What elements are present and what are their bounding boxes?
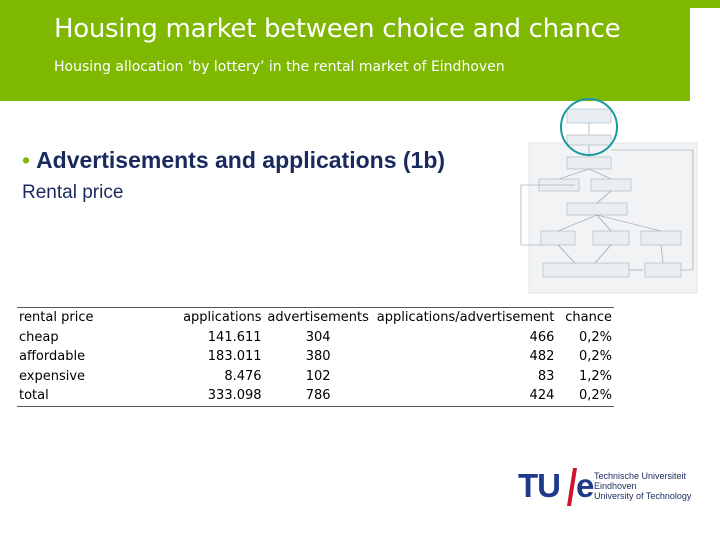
- cell-category: expensive: [19, 368, 86, 384]
- logo-line-2: Eindhoven: [594, 481, 637, 491]
- cell-chance: 1,2%: [578, 368, 612, 384]
- cell-category: total: [17, 386, 132, 407]
- cell-chance: 0,2%: [578, 329, 612, 345]
- cell-applications: 141.611: [207, 329, 262, 345]
- header-rental-price: rental price: [17, 307, 132, 328]
- cell-advertisements: 786: [263, 386, 373, 407]
- cell-chance: 0,2%: [578, 349, 612, 364]
- cell-ratio: 424: [372, 386, 557, 407]
- header-chance: chance: [556, 307, 614, 328]
- cell-applications: 183.011: [207, 349, 262, 364]
- flow-box-10: [542, 262, 630, 278]
- bullet-heading: • Advertisements and applications (1b): [22, 147, 445, 174]
- cell-category: affordable: [19, 349, 86, 364]
- logo-mark-tu: TU: [518, 467, 561, 504]
- flow-box-9: [640, 230, 682, 246]
- flow-box-1: [566, 108, 612, 124]
- table-row: total 333.098 786 424 0,2%: [17, 386, 614, 407]
- header-banner: Housing market between choice and chance…: [0, 0, 720, 101]
- flow-box-8: [592, 230, 630, 246]
- flow-box-3: [566, 156, 612, 170]
- table-row: affordable 183.011 380 482 0,2%: [17, 347, 614, 367]
- logo-mark-e: e: [576, 467, 595, 504]
- header-advertisements: advertisements: [263, 307, 373, 328]
- cell-ratio: 482: [529, 349, 555, 364]
- tue-logo: TU e Technische Universiteit Eindhoven U…: [518, 466, 698, 506]
- bullet-dot-icon: •: [22, 147, 31, 173]
- flow-box-7: [540, 230, 576, 246]
- cell-ratio: 83: [537, 368, 555, 384]
- header-applications-per-advertisement: applications/advertisement: [372, 307, 557, 328]
- table-row: cheap 141.611 304 466 0,2%: [17, 328, 614, 348]
- highlight-circle: [560, 98, 618, 156]
- logo-line-1: Technische Universiteit: [594, 471, 687, 481]
- logo-slash-icon: [567, 468, 577, 506]
- flow-box-6: [566, 202, 628, 216]
- logo-line-3: University of Technology: [594, 491, 692, 501]
- flowchart-connectors: [520, 123, 694, 271]
- cell-ratio: 466: [529, 329, 555, 345]
- cell-applications: 8.476: [224, 368, 262, 384]
- cell-advertisements: 380: [305, 349, 331, 364]
- cell-advertisements: 102: [305, 368, 331, 384]
- cell-advertisements: 304: [305, 329, 331, 345]
- table-row: expensive 8.476 102 83 1,2%: [17, 367, 614, 387]
- cell-category: cheap: [19, 329, 59, 345]
- bullet-heading-text: Advertisements and applications (1b): [36, 147, 446, 173]
- logo-text: Technische Universiteit Eindhoven Univer…: [594, 471, 691, 501]
- subheading: Rental price: [22, 182, 124, 203]
- flow-box-2: [566, 134, 612, 146]
- rental-price-table: rental price applications advertisements…: [17, 307, 614, 407]
- page-subtitle: Housing allocation ‘by lottery’ in the r…: [54, 59, 505, 75]
- table-header-row: rental price applications advertisements…: [17, 307, 614, 328]
- cell-applications: 333.098: [131, 386, 264, 407]
- flow-box-11: [644, 262, 682, 278]
- page-title: Housing market between choice and chance: [54, 14, 621, 44]
- flow-box-5: [590, 178, 632, 192]
- allocation-flowchart: [520, 98, 698, 294]
- cell-chance: 0,2%: [556, 386, 614, 407]
- header-applications: applications: [131, 307, 264, 328]
- header-background: [0, 0, 720, 101]
